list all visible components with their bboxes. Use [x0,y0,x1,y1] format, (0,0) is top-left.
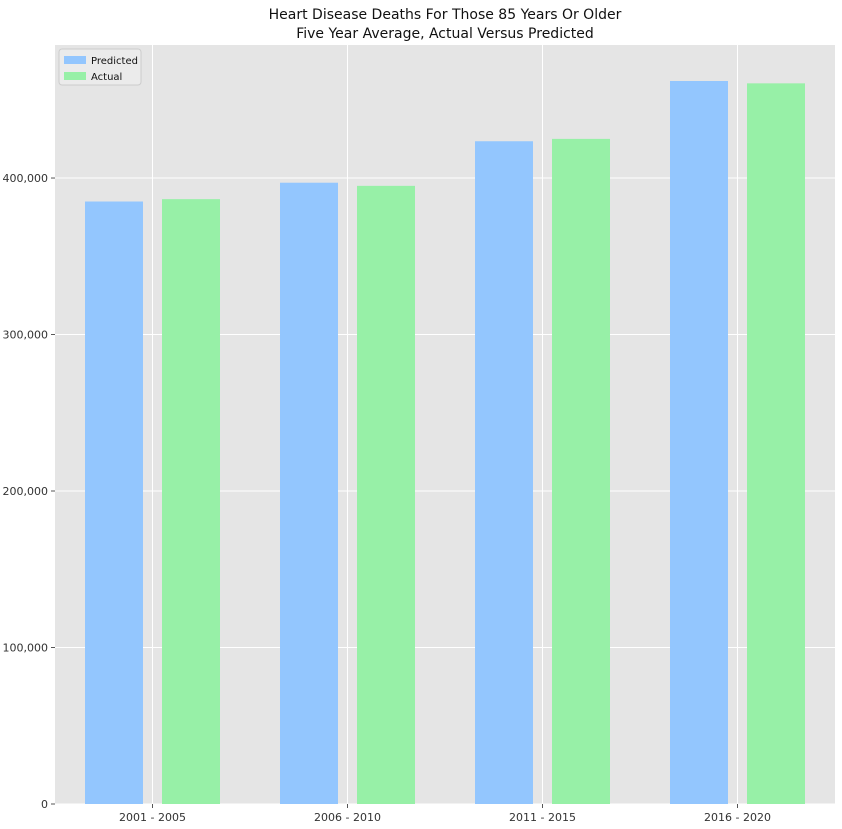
chart-title-line-2: Five Year Average, Actual Versus Predict… [296,26,594,42]
legend-swatch-predicted [64,56,86,64]
x-tick-label: 2001 - 2005 [119,811,186,824]
y-tick-label: 0 [41,798,48,811]
legend-label-actual: Actual [91,72,122,83]
bar-predicted-3 [670,80,728,804]
y-tick-label: 300,000 [3,329,49,342]
bar-actual-3 [747,83,805,804]
bar-actual-2 [552,138,610,804]
legend: Predicted Actual [58,48,142,86]
axes: 0 100,000 200,000 300,000 400,000 2001 - 2005… [3,172,771,824]
bar-actual-1 [357,185,415,805]
bars [85,80,805,805]
y-tick-label: 100,000 [3,642,49,655]
bar-predicted-0 [85,201,143,804]
x-tick-label: 2006 - 2010 [314,811,381,824]
chart-title-line-1: Heart Disease Deaths For Those 85 Years … [269,7,622,23]
x-tick-label: 2016 - 2020 [704,811,771,824]
legend-label-predicted: Predicted [91,56,138,67]
bar-predicted-1 [280,182,338,805]
y-tick-label: 400,000 [3,172,49,185]
y-tick-label: 200,000 [3,485,49,498]
x-tick-label: 2011 - 2015 [509,811,576,824]
legend-swatch-actual [64,72,86,80]
bar-predicted-2 [475,141,533,804]
bar-actual-0 [162,199,220,805]
